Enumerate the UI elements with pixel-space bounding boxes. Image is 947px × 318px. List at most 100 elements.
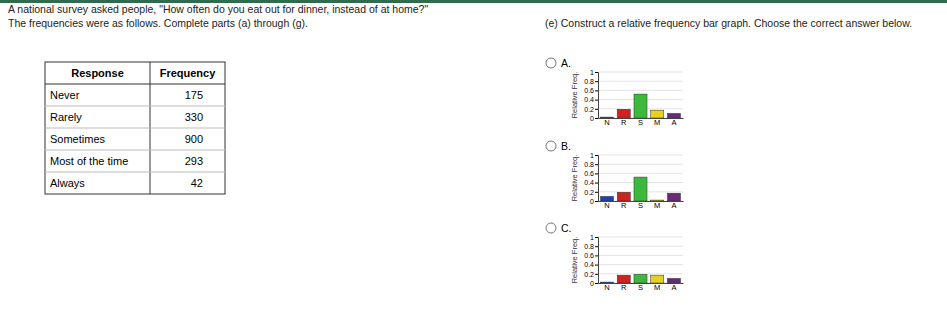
bar (617, 109, 630, 118)
y-tick-label: 0.6 (584, 87, 594, 94)
x-tick-label: N (604, 201, 609, 210)
y-tick-label: 0.2 (584, 189, 594, 196)
page: A national survey asked people, "How oft… (0, 0, 947, 318)
x-tick-label: A (671, 283, 676, 292)
y-axis-line (595, 73, 599, 119)
x-tick: A (671, 118, 676, 127)
option-radio[interactable] (546, 223, 556, 233)
y-tick: 0.2 (584, 271, 598, 278)
x-axis: NRSMA (599, 118, 684, 127)
y-tick-mark (595, 283, 598, 284)
grid-line (598, 164, 683, 165)
y-tick: 0 (590, 115, 598, 122)
y-axis-title: Relative Freq. (570, 72, 579, 119)
table: ResponseFrequencyNever175Rarely330Someti… (45, 62, 225, 194)
grid (598, 72, 683, 118)
x-tick-label: A (671, 118, 676, 127)
x-tick: M (654, 118, 660, 127)
bar (667, 193, 680, 201)
y-tick: 0.6 (584, 87, 598, 94)
y-axis: 0 0.2 0.4 0.6 0.8 1 (584, 152, 598, 205)
table-row-line (45, 84, 225, 85)
y-tick-label: 1 (590, 152, 594, 159)
y-tick: 0.4 (584, 96, 598, 103)
x-tick: S (638, 201, 643, 210)
y-tick: 1 (590, 69, 598, 76)
bar (634, 94, 647, 118)
y-tick: 0.6 (584, 252, 598, 259)
y-tick: 0.4 (584, 179, 598, 186)
y-tick-label: 0 (590, 280, 594, 287)
grid-line (598, 173, 683, 174)
bar (634, 177, 647, 201)
option-label: B. (561, 140, 571, 152)
x-tick-label: S (638, 118, 643, 127)
table-row-line (45, 106, 225, 107)
y-tick-label: 0.6 (584, 170, 594, 177)
bar (651, 275, 664, 283)
y-tick-label: 0.8 (584, 243, 594, 250)
y-tick-mark (595, 255, 598, 256)
option: B.00.20.40.60.81NRSMARelative Freq. (546, 140, 684, 210)
y-tick-label: 0 (590, 198, 594, 205)
y-tick-mark (595, 90, 598, 91)
y-tick-label: 0.6 (584, 252, 594, 259)
y-tick-label: 0.8 (584, 161, 594, 168)
option-radio[interactable] (546, 141, 556, 151)
bar (617, 275, 630, 283)
x-tick: R (621, 283, 627, 292)
y-tick: 0.6 (584, 170, 598, 177)
bar (617, 192, 630, 201)
y-tick-mark (595, 192, 598, 193)
bar (667, 113, 680, 118)
y-tick-mark (595, 72, 598, 73)
x-tick: M (654, 283, 660, 292)
table-cell: Always (50, 177, 85, 189)
bars (601, 94, 681, 118)
y-tick: 1 (590, 152, 598, 159)
part-text: (e) Construct a relative frequency bar g… (545, 17, 912, 29)
y-tick-label: 0 (590, 115, 594, 122)
y-tick-mark (595, 246, 598, 247)
x-tick: R (621, 201, 627, 210)
y-axis: 0 0.2 0.4 0.6 0.8 1 (584, 234, 598, 287)
x-tick-label: M (654, 201, 660, 210)
option-radio[interactable] (546, 58, 556, 68)
x-tick: S (638, 283, 643, 292)
y-tick-label: 0.8 (584, 78, 594, 85)
y-axis-line (595, 156, 599, 202)
grid-line (598, 155, 683, 156)
bar (601, 196, 614, 201)
y-tick-label: 0.4 (584, 261, 594, 268)
option: A.00.20.40.60.81NRSMARelative Freq. (546, 57, 684, 127)
option: C.00.20.40.60.81NRSMARelative Freq. (546, 222, 684, 292)
y-tick-mark (595, 109, 598, 110)
y-tick-mark (595, 155, 598, 156)
table-cell: Never (50, 89, 80, 101)
table-row-line (45, 128, 225, 129)
y-tick: 0.8 (584, 161, 598, 168)
y-tick-mark (595, 100, 598, 101)
y-tick-label: 0.4 (584, 96, 594, 103)
grid-line (598, 264, 683, 265)
x-tick: M (654, 201, 660, 210)
x-tick-label: S (638, 283, 643, 292)
y-tick-mark (595, 164, 598, 165)
grid-line (598, 255, 683, 256)
y-tick-mark (595, 201, 598, 202)
bar (651, 110, 664, 118)
y-tick: 0 (590, 198, 598, 205)
x-tick-label: R (621, 118, 627, 127)
y-tick-label: 1 (590, 234, 594, 241)
table-border (45, 62, 225, 194)
table-cell: 293 (185, 155, 203, 167)
y-tick-mark (595, 274, 598, 275)
x-axis: NRSMA (599, 283, 684, 292)
x-tick-label: S (638, 201, 643, 210)
option-label: C. (561, 222, 572, 234)
x-tick: A (671, 283, 676, 292)
table-cell: Sometimes (50, 133, 106, 145)
x-tick-label: R (621, 283, 627, 292)
instruction-text: The frequencies were as follows. Complet… (8, 17, 308, 29)
y-axis: 00.20.40.60.81 (584, 69, 598, 122)
